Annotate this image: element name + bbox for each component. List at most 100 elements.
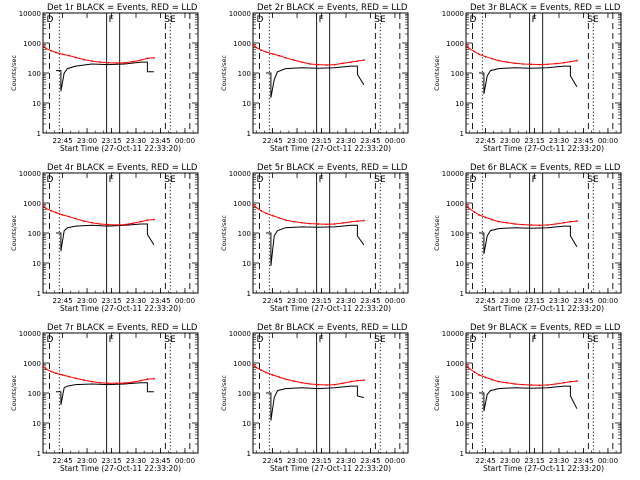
lld-point [356, 379, 359, 382]
lld-point [146, 57, 149, 60]
lld-point [255, 206, 258, 209]
x-axis-label: Start Time (27-Oct-11 22:33:20) [483, 304, 604, 313]
lld-point [252, 364, 254, 367]
y-tick-label: 10 [242, 420, 251, 428]
y-tick-label: 1 [460, 450, 464, 458]
marker-f: F [319, 15, 324, 25]
lld-point [484, 376, 487, 379]
plot-frame [42, 332, 199, 454]
marker-f: F [109, 335, 114, 345]
lld-point [55, 51, 57, 54]
x-tick-label: 23:45 [573, 457, 593, 465]
lld-point [153, 218, 155, 221]
marker-se: SE [587, 335, 599, 345]
x-tick-label: 23:45 [360, 297, 380, 305]
lld-point [255, 366, 258, 369]
x-tick-label: 00:00 [598, 297, 618, 305]
x-tick-label: 23:00 [287, 297, 307, 305]
x-tick-label: 23:00 [500, 457, 520, 465]
y-tick-label: 10000 [229, 10, 251, 18]
lld-point [522, 223, 525, 226]
y-tick-label: 100 [238, 390, 251, 398]
lld-point [530, 63, 533, 66]
x-tick-label: 23:00 [287, 457, 307, 465]
lld-point [278, 216, 281, 219]
lld-point [562, 221, 565, 224]
lld-point [301, 61, 303, 64]
lld-point [68, 215, 71, 218]
x-tick-label: 23:30 [549, 297, 569, 305]
lld-point [514, 223, 516, 225]
x-axis-label: Start Time (27-Oct-11 22:33:20) [483, 464, 604, 473]
lld-point [55, 372, 57, 375]
marker-d: D [257, 335, 264, 345]
lld-point [61, 53, 64, 56]
lld-point [356, 60, 359, 62]
x-axis-label: Start Time (27-Oct-11 22:33:20) [60, 144, 181, 153]
x-tick-label: 23:15 [311, 297, 331, 305]
lld-point [333, 223, 336, 225]
y-tick-label: 1000 [446, 40, 464, 48]
marker-se: SE [374, 175, 386, 185]
x-axis-label: Start Time (27-Oct-11 22:33:20) [60, 464, 181, 473]
marker-f: F [532, 15, 537, 25]
panel-3: Det 3r BLACK = Events, RED = LLD 1 10 100 10… [433, 3, 622, 153]
x-tick-label: 23:45 [360, 137, 380, 145]
lld-point [333, 63, 336, 66]
y-tick-label: 10 [32, 420, 41, 428]
series-events-line [479, 65, 578, 95]
y-tick-label: 10000 [19, 10, 41, 18]
lld-point [569, 60, 572, 63]
y-tick-label: 10 [455, 260, 464, 268]
series-events-line [479, 385, 578, 412]
x-tick-label: 23:45 [360, 457, 380, 465]
y-tick-label: 1 [37, 130, 41, 138]
lld-point [497, 59, 500, 62]
x-tick-label: 22:45 [475, 457, 495, 465]
x-tick-label: 23:00 [287, 137, 307, 145]
marker-d: D [47, 335, 54, 345]
y-tick-label: 100 [28, 230, 41, 238]
x-tick-label: 23:30 [336, 457, 356, 465]
lld-point [484, 55, 487, 58]
x-tick-label: 23:30 [336, 137, 356, 145]
y-axis-label: Counts/sec [10, 55, 18, 91]
x-tick-label: 00:00 [175, 457, 195, 465]
x-tick-label: 00:00 [598, 137, 618, 145]
lld-point [554, 62, 557, 65]
panel-title: Det 3r BLACK = Events, RED = LLD [470, 3, 621, 13]
panel-6: Det 6r BLACK = Events, RED = LLD 1 10 100 10… [433, 163, 622, 313]
lld-point [139, 379, 142, 382]
lld-point [473, 371, 476, 373]
lld-point [252, 204, 254, 207]
lld-point [91, 60, 93, 62]
y-axis-label: Counts/sec [220, 215, 228, 251]
x-tick-label: 22:45 [52, 137, 72, 145]
lld-point [478, 214, 480, 216]
lld-point [484, 216, 487, 219]
lld-point [45, 368, 48, 371]
x-tick-label: 23:15 [311, 457, 331, 465]
x-tick-label: 22:45 [262, 137, 282, 145]
marker-f: F [109, 15, 114, 25]
plot-frame [42, 12, 199, 134]
lld-point [278, 54, 281, 57]
x-axis-label: Start Time (27-Oct-11 22:33:20) [60, 304, 181, 313]
y-tick-label: 1 [460, 290, 464, 298]
lld-point [465, 204, 467, 207]
y-tick-label: 1000 [446, 200, 464, 208]
lld-point [356, 220, 359, 222]
lld-point [99, 381, 102, 384]
y-tick-label: 1 [247, 290, 251, 298]
lld-point [546, 384, 549, 386]
lld-point [271, 214, 274, 217]
x-tick-label: 23:30 [336, 297, 356, 305]
y-axis-label: Counts/sec [433, 215, 441, 251]
lld-point [284, 378, 287, 381]
lld-point [91, 380, 93, 383]
marker-se: SE [587, 15, 599, 25]
lld-point [153, 56, 155, 59]
panel-7: Det 7r BLACK = Events, RED = LLD 1 10 100 10… [10, 323, 199, 473]
y-tick-label: 10000 [229, 170, 251, 178]
lld-point [146, 378, 149, 381]
